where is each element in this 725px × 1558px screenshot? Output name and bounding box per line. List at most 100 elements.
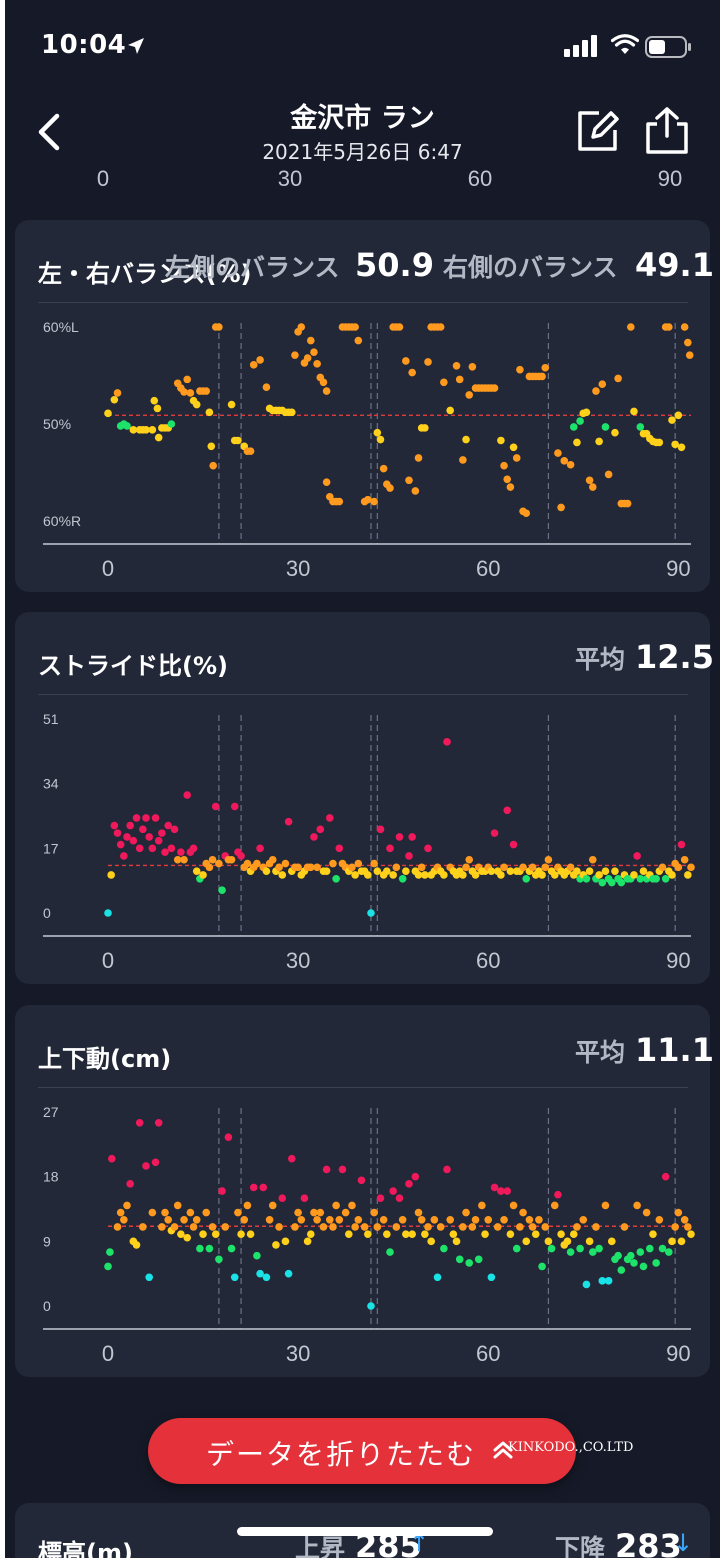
home-indicator[interactable] — [237, 1527, 493, 1536]
collapse-data-button[interactable]: データを折りたたむ — [148, 1418, 576, 1484]
data-point — [120, 852, 128, 860]
data-point — [158, 1223, 166, 1231]
data-point — [573, 867, 581, 875]
data-point — [585, 476, 594, 485]
data-point — [516, 1223, 524, 1231]
data-point — [120, 1215, 128, 1224]
data-point — [177, 848, 185, 856]
data-point — [291, 1223, 299, 1231]
data-point — [405, 476, 413, 485]
data-point — [462, 863, 470, 872]
data-point — [459, 1223, 467, 1231]
data-point — [405, 1180, 413, 1188]
share-icon[interactable] — [643, 106, 691, 156]
data-point — [680, 1215, 689, 1224]
data-point — [335, 1215, 344, 1224]
data-point — [630, 407, 638, 416]
data-point — [595, 437, 603, 446]
data-point — [601, 1201, 610, 1210]
data-point — [351, 871, 359, 879]
data-point — [150, 396, 159, 405]
data-point — [199, 1230, 207, 1238]
data-point — [234, 1208, 242, 1217]
data-point — [579, 1215, 588, 1224]
x-tick-label: 0 — [102, 556, 114, 581]
data-point — [364, 871, 372, 879]
edit-icon[interactable] — [575, 108, 621, 154]
data-point — [611, 428, 619, 437]
data-point — [658, 863, 667, 872]
data-point — [414, 454, 423, 462]
data-point — [677, 443, 686, 452]
data-point — [253, 1251, 261, 1260]
data-point — [395, 323, 404, 331]
y-tick-label: 51 — [43, 711, 59, 727]
x-tick-label: 90 — [666, 948, 690, 973]
data-point — [633, 1201, 641, 1210]
data-point — [237, 852, 245, 860]
data-point — [440, 1244, 448, 1253]
data-point — [607, 1237, 616, 1246]
data-point — [506, 867, 515, 875]
data-point — [281, 859, 290, 868]
data-point — [585, 1237, 594, 1246]
data-point — [474, 1255, 483, 1264]
data-point — [373, 867, 382, 875]
data-point — [205, 863, 214, 872]
data-point — [421, 424, 429, 432]
data-point — [209, 461, 217, 470]
data-point — [173, 1201, 182, 1210]
data-point — [598, 878, 607, 887]
data-point — [408, 368, 416, 377]
data-point — [386, 844, 394, 853]
data-point — [227, 855, 236, 864]
right-balance-value: 49.1 — [635, 246, 714, 284]
data-point — [459, 456, 467, 464]
data-point — [234, 436, 242, 445]
data-point — [598, 380, 607, 389]
data-point — [110, 395, 119, 404]
data-point — [268, 1201, 277, 1210]
back-chevron-icon[interactable] — [31, 110, 71, 154]
data-point — [218, 1187, 226, 1195]
data-point — [154, 433, 163, 442]
data-point — [576, 1244, 584, 1253]
data-point — [300, 1194, 309, 1203]
y-tick-label: 0 — [43, 1298, 51, 1314]
data-point — [351, 323, 359, 331]
data-point — [630, 1259, 638, 1267]
data-point — [113, 829, 122, 837]
data-point — [129, 426, 138, 434]
data-point — [262, 867, 271, 875]
y-tick-label: 34 — [43, 776, 59, 792]
data-point — [516, 365, 524, 374]
data-point — [221, 1223, 230, 1231]
data-point — [139, 825, 147, 834]
data-point — [215, 323, 223, 331]
data-point — [243, 1201, 252, 1210]
data-point — [509, 1201, 518, 1210]
data-point — [658, 1244, 667, 1253]
data-point — [389, 871, 397, 879]
data-point — [205, 408, 214, 417]
data-point — [459, 871, 467, 879]
data-point — [262, 383, 271, 391]
data-point — [614, 374, 622, 383]
data-point — [566, 1248, 575, 1256]
data-point — [604, 1277, 613, 1285]
stride-card-title: ストライド比(%) — [38, 652, 228, 680]
data-point — [322, 1165, 331, 1174]
data-point — [652, 1259, 660, 1267]
data-point — [123, 422, 131, 430]
data-point — [376, 825, 385, 834]
data-point — [148, 426, 157, 434]
data-point — [614, 1251, 622, 1260]
x-tick-label: 30 — [286, 1341, 310, 1366]
data-point — [563, 1237, 572, 1246]
vertical-card: 上下動(cm) 平均 11.1 27 18 9 0 0 30 60 90 — [15, 1005, 714, 1377]
data-point — [332, 1201, 340, 1210]
data-point — [151, 814, 160, 822]
data-point — [506, 483, 515, 491]
data-point — [588, 1248, 597, 1256]
data-point — [557, 1230, 565, 1238]
